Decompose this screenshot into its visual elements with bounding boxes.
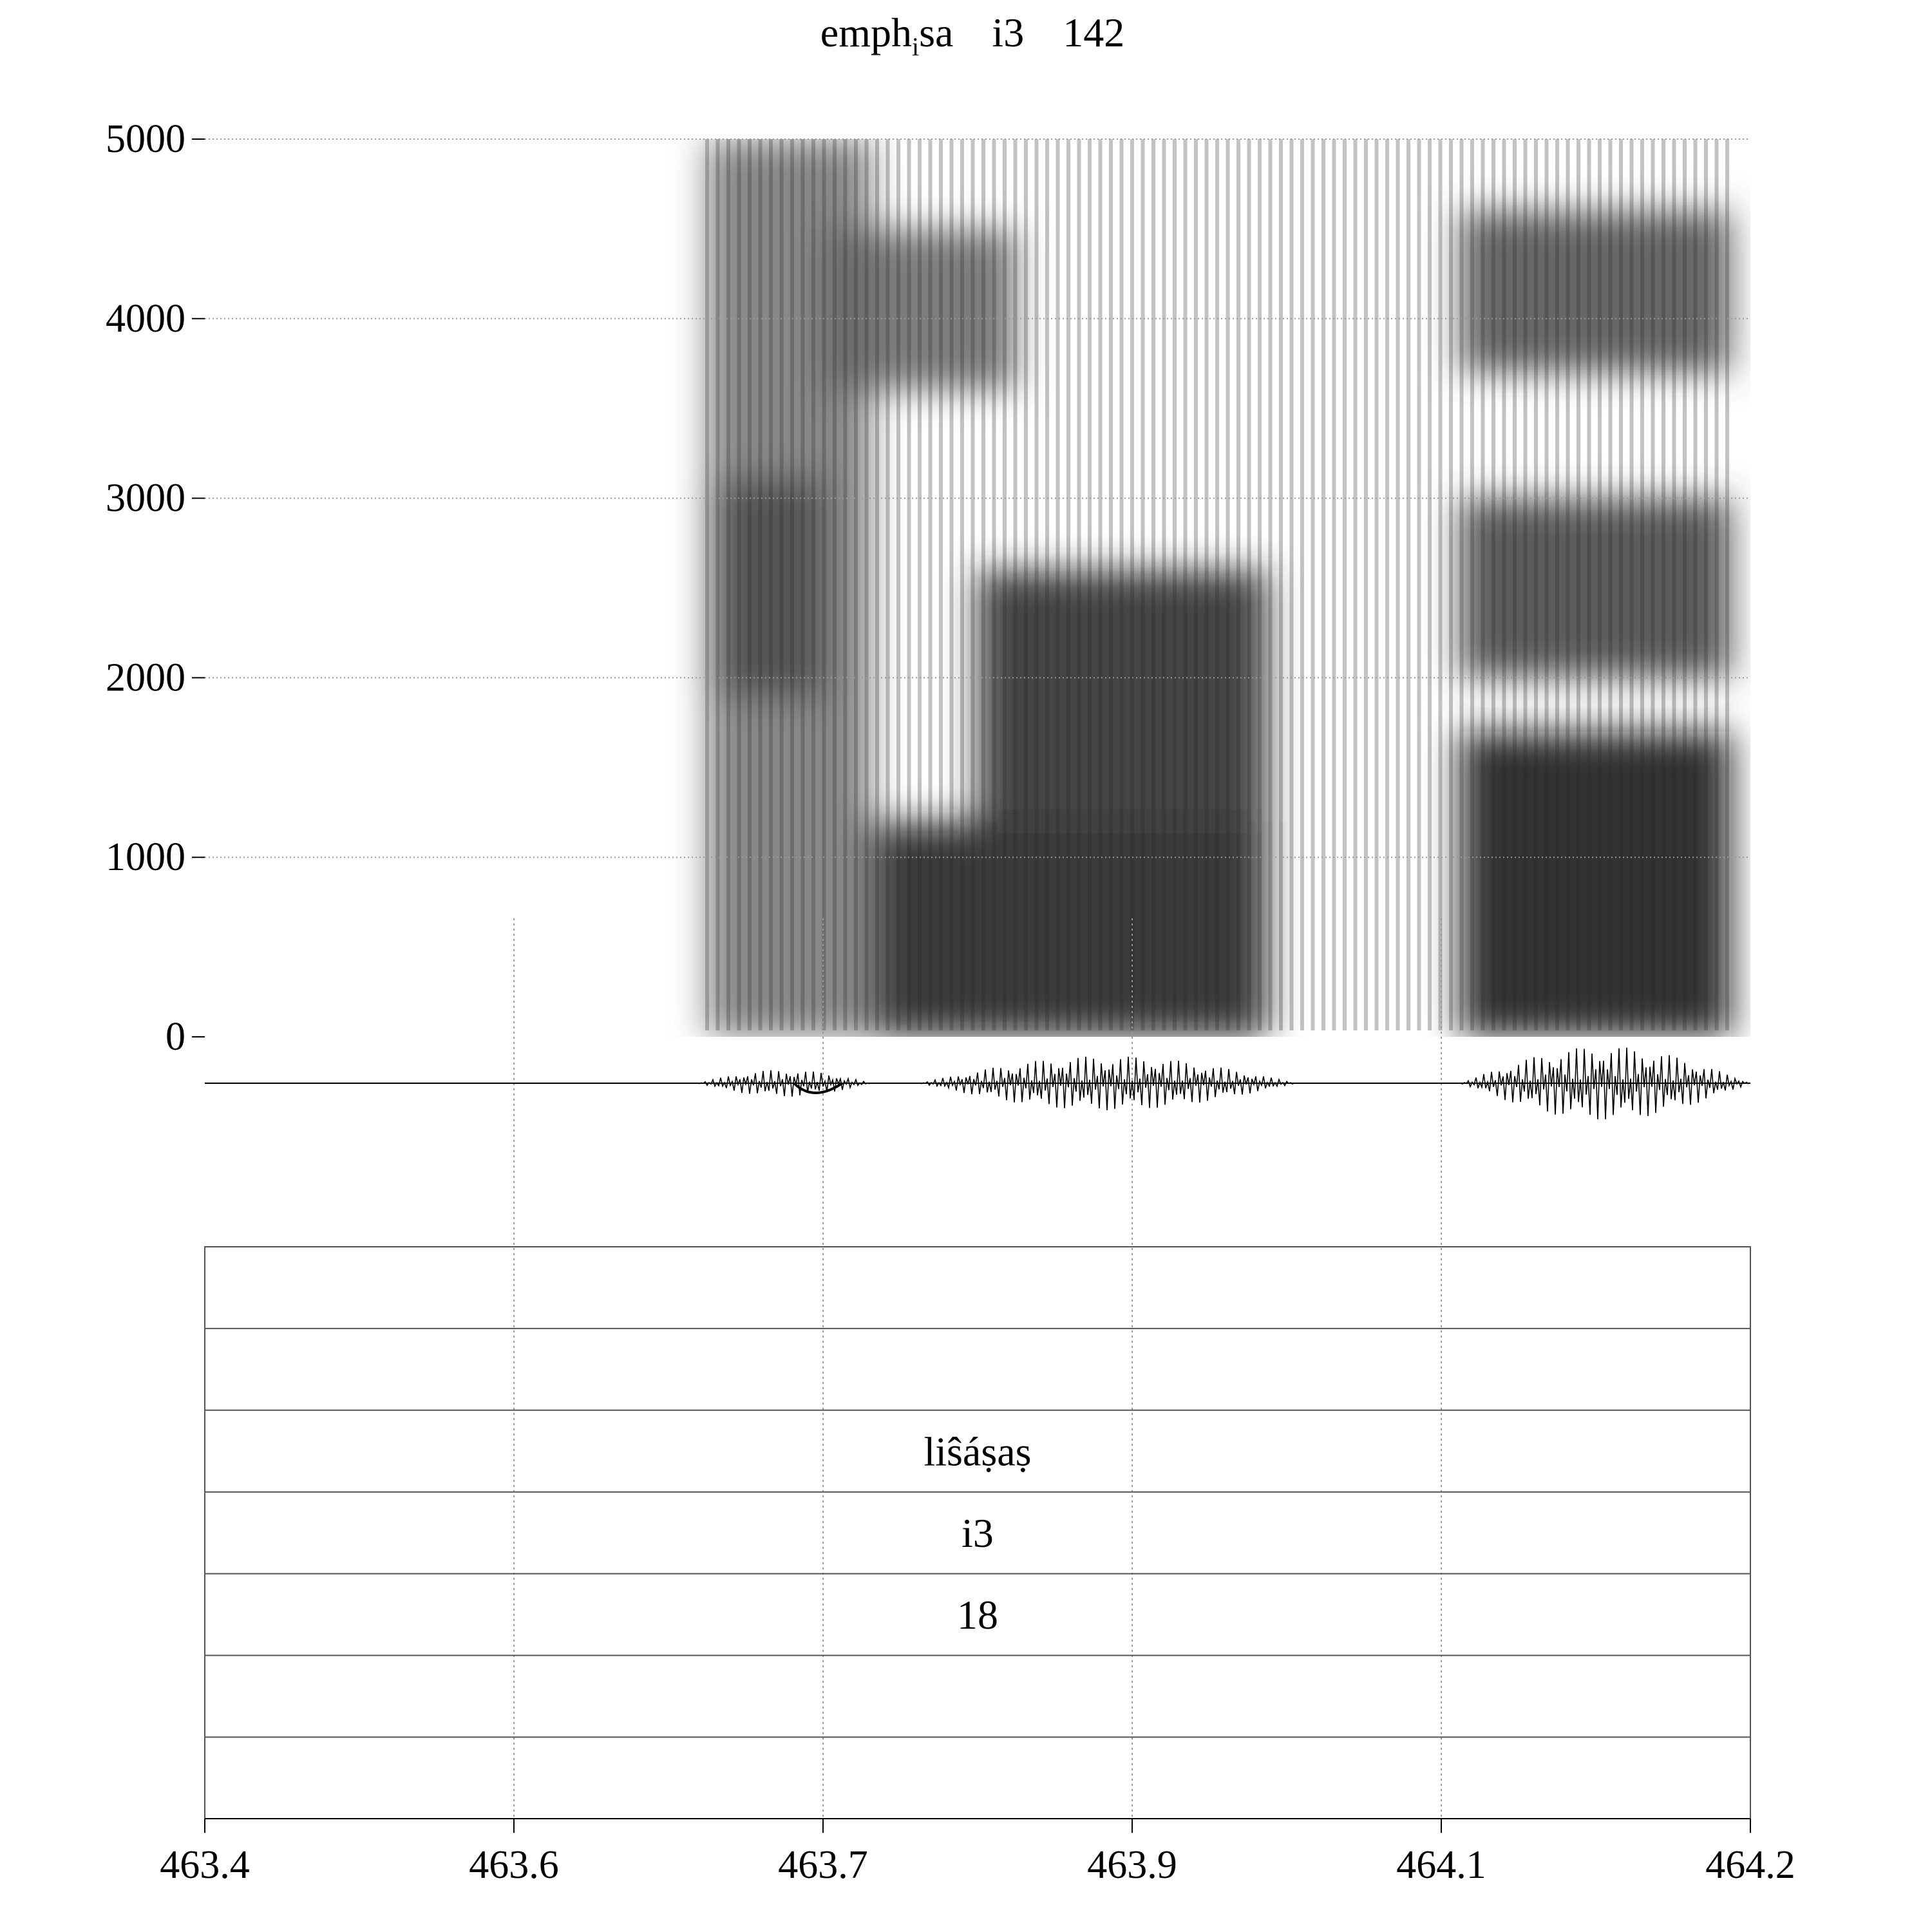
annotation-tiers: liŝáṣaṣ i3 18 (204, 1246, 1751, 1819)
tier-label: 18 (957, 1592, 998, 1638)
spectrogram-region (717, 480, 823, 696)
tier-label: liŝáṣaṣ (923, 1428, 1031, 1474)
spectrogram-striations (705, 139, 1729, 1030)
y-tick-label: 2000 (106, 656, 185, 699)
waveform (205, 1047, 1750, 1120)
y-tick-label: 4000 (106, 297, 185, 341)
y-tick-label: 0 (166, 1015, 185, 1059)
spectrogram-area (705, 139, 1731, 1037)
spectrogram-region (1461, 498, 1731, 678)
spectrogram-region (1461, 732, 1731, 1037)
spectrogram-energy (707, 139, 1731, 1037)
y-tick-label: 5000 (106, 117, 185, 161)
waveform-burst (919, 1056, 1295, 1111)
title-subscript: i (912, 32, 919, 61)
x-axis: 463.4 463.6 463.7 463.9 464.1 464.2 (160, 1818, 1795, 1887)
x-tick-label: 464.2 (1705, 1843, 1795, 1887)
waveform-dip (793, 1082, 844, 1094)
title-number: 142 (1063, 10, 1124, 55)
spectrogram-region (1461, 211, 1731, 373)
spectrogram-region (978, 570, 1267, 822)
title-word: emph (820, 10, 912, 55)
y-axis: 0 1000 2000 3000 4000 5000 (106, 117, 1750, 1059)
spectrogram-region (823, 229, 1016, 391)
x-tick-label: 463.4 (160, 1843, 250, 1887)
time-gridlines (513, 918, 1442, 1819)
title-vowel: i3 (992, 10, 1024, 55)
spectrogram-region (871, 821, 1267, 1037)
y-tick-label: 3000 (106, 477, 185, 520)
waveform-burst (1460, 1047, 1749, 1120)
tier-label: i3 (961, 1510, 994, 1556)
x-tick-label: 463.9 (1087, 1843, 1177, 1887)
waveform-burst (697, 1070, 872, 1097)
x-tick-label: 463.7 (778, 1843, 868, 1887)
title-word-end: sa (919, 10, 953, 55)
x-tick-label: 463.6 (469, 1843, 559, 1887)
x-tick-label: 464.1 (1396, 1843, 1486, 1887)
chart-title: emphisa i3 142 (820, 10, 1124, 61)
y-tick-label: 1000 (106, 835, 185, 879)
